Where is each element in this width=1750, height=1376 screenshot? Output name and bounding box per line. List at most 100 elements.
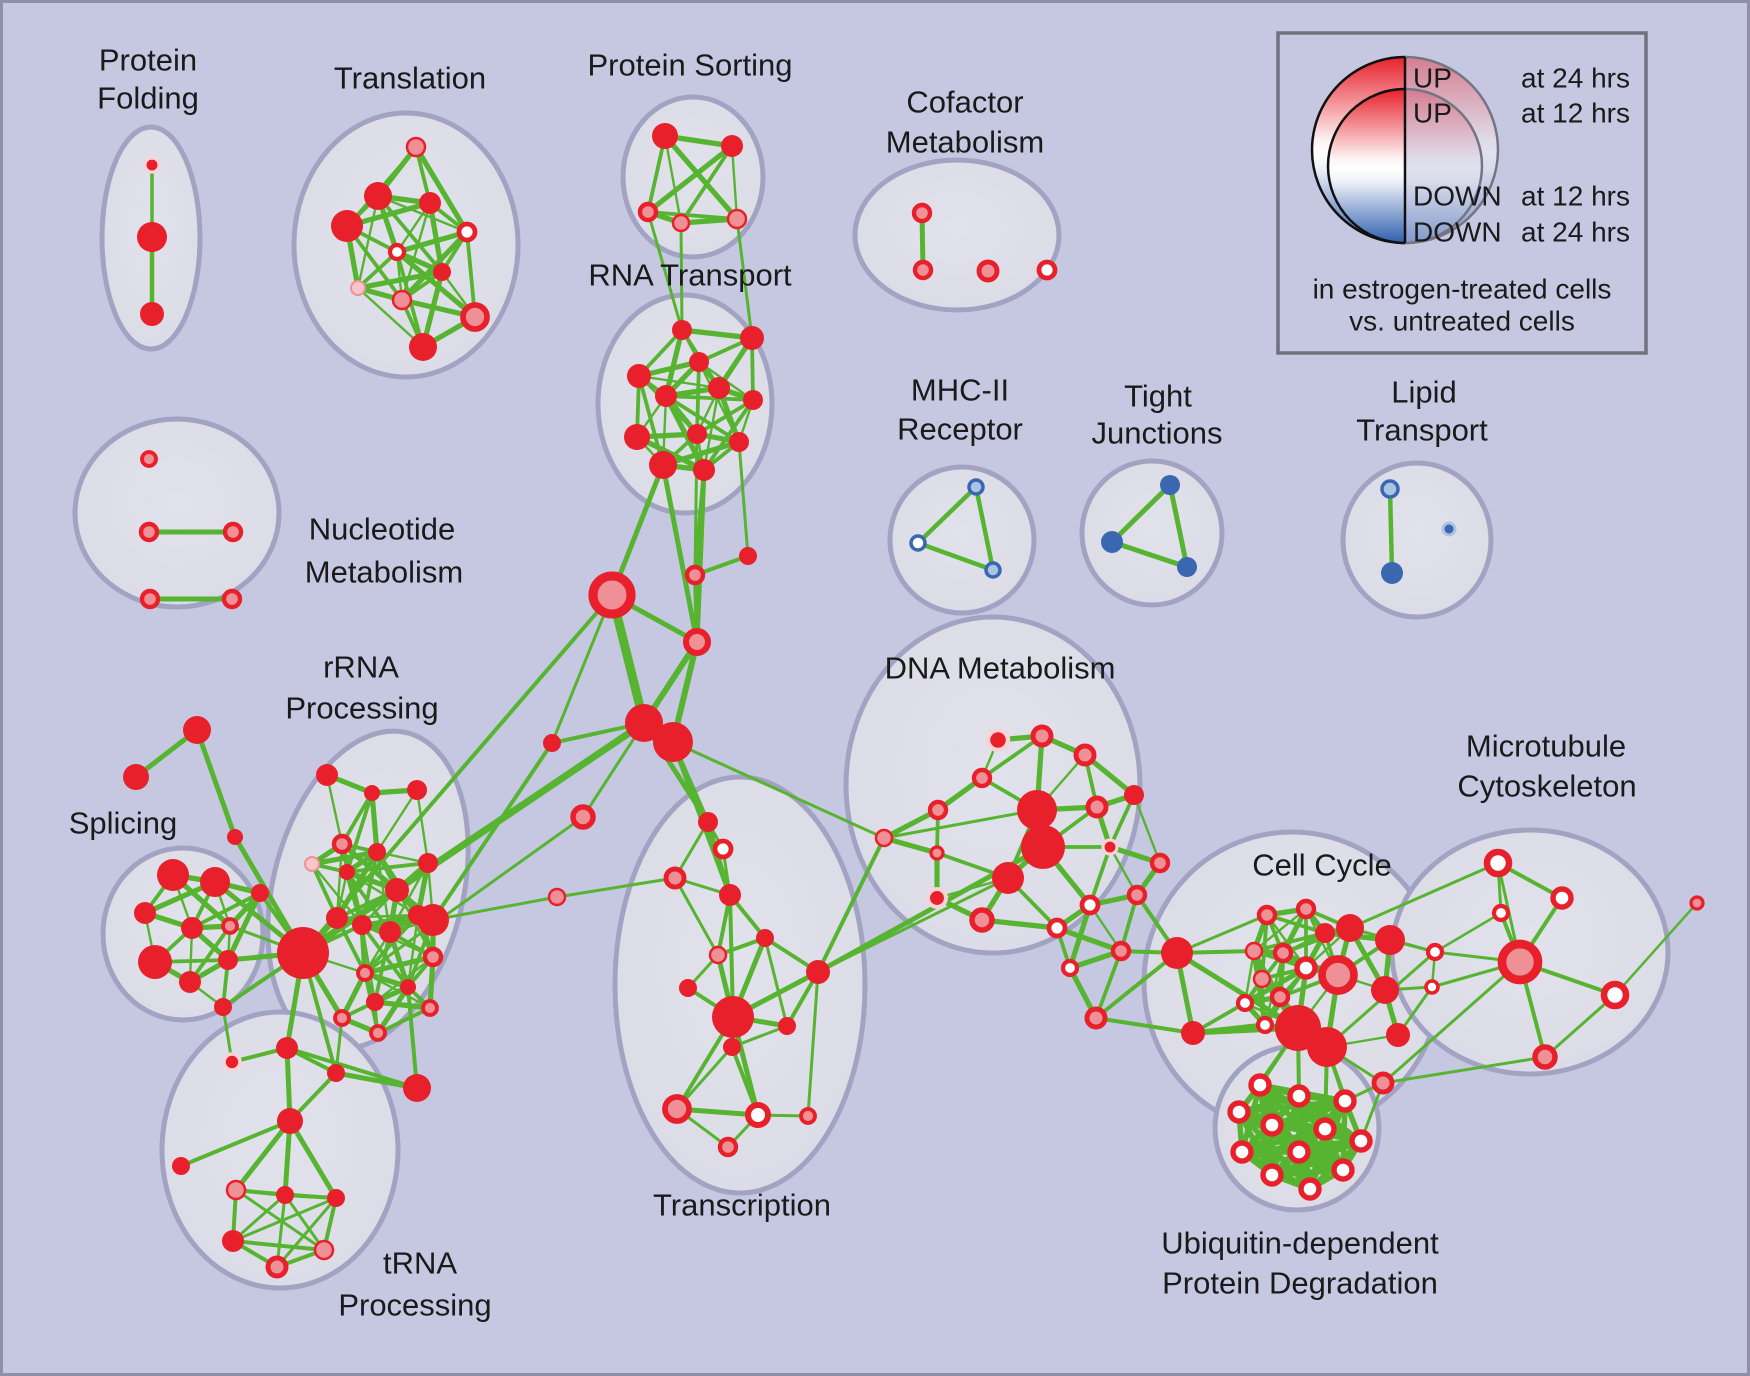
node-trna-processing-6[interactable] <box>225 1179 247 1201</box>
node-rrna-processing-21[interactable] <box>417 904 449 936</box>
node-dna-metabolism-6[interactable] <box>1124 785 1144 805</box>
node-rrna-processing-3[interactable] <box>407 780 427 800</box>
node-cofactor-metabolism-0[interactable] <box>911 202 933 224</box>
node-rrna-processing-6[interactable] <box>368 843 386 861</box>
node-translation-10[interactable] <box>409 333 437 361</box>
node-rna-transport-4[interactable] <box>655 385 677 407</box>
node-transcription-14[interactable] <box>717 1136 739 1158</box>
node-dna-metabolism-17[interactable] <box>1126 884 1148 906</box>
node-trna-processing-5[interactable] <box>172 1157 190 1175</box>
connector-node-12[interactable] <box>1371 1071 1395 1095</box>
node-dna-metabolism-1[interactable] <box>1030 724 1054 748</box>
node-rrna-processing-20[interactable] <box>369 1024 387 1042</box>
node-rrna-processing-14[interactable] <box>422 946 444 968</box>
node-dna-metabolism-18[interactable] <box>1149 852 1171 874</box>
node-rna-transport-6[interactable] <box>743 390 763 410</box>
node-rna-transport-0[interactable] <box>672 320 692 340</box>
node-dna-metabolism-4[interactable] <box>927 799 949 821</box>
node-nucleotide-metabolism-1[interactable] <box>138 521 160 543</box>
node-translation-6[interactable] <box>433 263 451 281</box>
node-lipid-transport-1[interactable] <box>1441 521 1457 537</box>
node-cell-cycle-7[interactable] <box>1318 955 1358 995</box>
node-splicing-9[interactable] <box>214 998 232 1016</box>
node-rna-transport-8[interactable] <box>687 424 707 444</box>
node-translation-3[interactable] <box>331 210 363 242</box>
node-splicing-8[interactable] <box>251 884 269 902</box>
node-dna-metabolism-20[interactable] <box>1060 958 1080 978</box>
node-transcription-12[interactable] <box>745 1102 771 1128</box>
node-microtubule-cytoskeleton-0[interactable] <box>1483 848 1513 878</box>
node-trna-processing-4[interactable] <box>277 1108 303 1134</box>
connector-node-9[interactable] <box>543 734 561 752</box>
node-transcription-11[interactable] <box>662 1094 692 1124</box>
node-splicing-2[interactable] <box>134 902 156 924</box>
node-rna-transport-7[interactable] <box>624 424 650 450</box>
node-ubiquitin-degradation-3[interactable] <box>1227 1100 1251 1124</box>
node-mhc-ii-receptor-2[interactable] <box>984 561 1002 579</box>
node-rrna-processing-8[interactable] <box>385 878 409 902</box>
node-trna-processing-0[interactable] <box>222 1052 242 1072</box>
node-transcription-10[interactable] <box>723 1038 741 1056</box>
node-rrna-processing-2[interactable] <box>364 785 380 801</box>
node-dna-metabolism-12[interactable] <box>929 845 945 861</box>
node-rrna-processing-11[interactable] <box>352 915 372 935</box>
node-mhc-ii-receptor-0[interactable] <box>967 478 985 496</box>
node-cell-cycle-3[interactable] <box>1336 914 1364 942</box>
node-dna-metabolism-7[interactable] <box>1085 795 1109 819</box>
node-trna-processing-11[interactable] <box>265 1255 289 1279</box>
node-rrna-processing-17[interactable] <box>366 993 384 1011</box>
node-ubiquitin-degradation-0[interactable] <box>1248 1073 1272 1097</box>
node-cell-cycle-15[interactable] <box>1375 925 1405 955</box>
node-dna-metabolism-8[interactable] <box>1017 790 1057 830</box>
node-cell-cycle-5[interactable] <box>1272 942 1294 964</box>
node-nucleotide-metabolism-4[interactable] <box>221 588 243 610</box>
node-splicing-3[interactable] <box>181 917 203 939</box>
node-lipid-transport-0[interactable] <box>1380 479 1400 499</box>
connector-node-1[interactable] <box>123 764 149 790</box>
node-dna-metabolism-0[interactable] <box>985 727 1011 753</box>
connector-node-5[interactable] <box>739 547 757 565</box>
node-rrna-processing-19[interactable] <box>333 1009 351 1027</box>
node-transcription-9[interactable] <box>778 1017 796 1035</box>
node-cell-cycle-16[interactable] <box>1371 976 1399 1004</box>
node-rna-transport-3[interactable] <box>689 352 709 372</box>
node-cofactor-metabolism-1[interactable] <box>912 259 934 281</box>
node-cofactor-metabolism-2[interactable] <box>976 259 1000 283</box>
node-microtubule-cytoskeleton-7[interactable] <box>1689 895 1705 911</box>
node-cell-cycle-11[interactable] <box>1255 1015 1275 1035</box>
node-trna-processing-2[interactable] <box>327 1064 345 1082</box>
node-mhc-ii-receptor-1[interactable] <box>909 534 927 552</box>
node-microtubule-cytoskeleton-4[interactable] <box>1425 942 1445 962</box>
node-cell-cycle-17[interactable] <box>1386 1023 1410 1047</box>
node-trna-processing-9[interactable] <box>222 1230 244 1252</box>
node-trna-processing-7[interactable] <box>276 1186 294 1204</box>
node-protein-sorting-1[interactable] <box>721 135 743 157</box>
node-microtubule-cytoskeleton-2[interactable] <box>1491 903 1511 923</box>
node-ubiquitin-degradation-5[interactable] <box>1313 1117 1337 1141</box>
node-nucleotide-metabolism-2[interactable] <box>222 521 244 543</box>
node-lipid-transport-2[interactable] <box>1381 562 1403 584</box>
node-transcription-5[interactable] <box>708 945 728 965</box>
node-dna-metabolism-19[interactable] <box>1110 940 1132 962</box>
node-transcription-8[interactable] <box>712 996 754 1038</box>
node-cell-cycle-1[interactable] <box>1295 898 1317 920</box>
node-dna-metabolism-5[interactable] <box>874 828 894 848</box>
node-splicing-6[interactable] <box>179 971 201 993</box>
node-transcription-13[interactable] <box>799 1107 817 1125</box>
node-nucleotide-metabolism-0[interactable] <box>140 450 158 468</box>
node-transcription-1[interactable] <box>712 838 734 860</box>
node-protein-sorting-4[interactable] <box>726 208 748 230</box>
connector-node-7[interactable] <box>625 704 663 742</box>
node-rrna-processing-15[interactable] <box>356 964 374 982</box>
node-transcription-4[interactable] <box>756 929 774 947</box>
node-microtubule-cytoskeleton-8[interactable] <box>1532 1044 1558 1070</box>
node-ubiquitin-degradation-8[interactable] <box>1349 1129 1373 1153</box>
node-dna-metabolism-14[interactable] <box>969 907 995 933</box>
node-dna-metabolism-10[interactable] <box>992 862 1024 894</box>
node-cell-cycle-10[interactable] <box>1235 993 1255 1013</box>
node-protein-sorting-0[interactable] <box>652 123 678 149</box>
node-ubiquitin-degradation-7[interactable] <box>1287 1140 1311 1164</box>
node-protein-sorting-2[interactable] <box>637 201 659 223</box>
node-dna-metabolism-2[interactable] <box>1073 743 1097 767</box>
node-dna-metabolism-21[interactable] <box>1084 1006 1108 1030</box>
